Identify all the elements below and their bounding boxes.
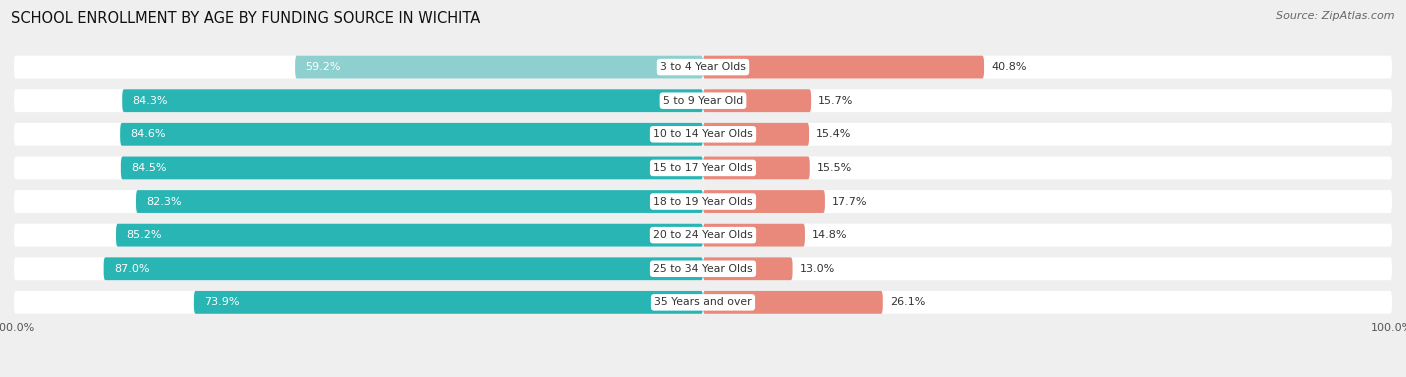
Text: 100.0%: 100.0% (1371, 323, 1406, 333)
Text: 59.2%: 59.2% (305, 62, 342, 72)
FancyBboxPatch shape (117, 224, 703, 247)
FancyBboxPatch shape (104, 257, 703, 280)
Legend: Public School, Private School: Public School, Private School (583, 373, 823, 377)
Text: 73.9%: 73.9% (204, 297, 239, 307)
FancyBboxPatch shape (122, 89, 703, 112)
Text: 85.2%: 85.2% (127, 230, 162, 240)
Text: 87.0%: 87.0% (114, 264, 149, 274)
Text: 35 Years and over: 35 Years and over (654, 297, 752, 307)
FancyBboxPatch shape (14, 89, 1392, 112)
FancyBboxPatch shape (703, 291, 883, 314)
Text: 15.5%: 15.5% (817, 163, 852, 173)
Text: 15.7%: 15.7% (818, 96, 853, 106)
Text: 84.3%: 84.3% (132, 96, 169, 106)
FancyBboxPatch shape (703, 190, 825, 213)
FancyBboxPatch shape (14, 56, 1392, 78)
FancyBboxPatch shape (120, 123, 703, 146)
Text: 10 to 14 Year Olds: 10 to 14 Year Olds (654, 129, 752, 139)
Text: 100.0%: 100.0% (0, 323, 35, 333)
Text: 82.3%: 82.3% (146, 196, 181, 207)
Text: 15.4%: 15.4% (815, 129, 852, 139)
FancyBboxPatch shape (121, 156, 703, 179)
FancyBboxPatch shape (14, 224, 1392, 247)
FancyBboxPatch shape (14, 257, 1392, 280)
FancyBboxPatch shape (703, 224, 806, 247)
Text: 84.5%: 84.5% (131, 163, 167, 173)
Text: SCHOOL ENROLLMENT BY AGE BY FUNDING SOURCE IN WICHITA: SCHOOL ENROLLMENT BY AGE BY FUNDING SOUR… (11, 11, 481, 26)
FancyBboxPatch shape (703, 257, 793, 280)
Text: 13.0%: 13.0% (800, 264, 835, 274)
Text: 5 to 9 Year Old: 5 to 9 Year Old (662, 96, 744, 106)
Text: 84.6%: 84.6% (131, 129, 166, 139)
Text: 25 to 34 Year Olds: 25 to 34 Year Olds (654, 264, 752, 274)
Text: 3 to 4 Year Olds: 3 to 4 Year Olds (659, 62, 747, 72)
FancyBboxPatch shape (703, 123, 808, 146)
Text: 14.8%: 14.8% (811, 230, 848, 240)
Text: 26.1%: 26.1% (890, 297, 925, 307)
Text: 17.7%: 17.7% (832, 196, 868, 207)
Text: 18 to 19 Year Olds: 18 to 19 Year Olds (654, 196, 752, 207)
FancyBboxPatch shape (14, 190, 1392, 213)
FancyBboxPatch shape (14, 291, 1392, 314)
FancyBboxPatch shape (295, 56, 703, 78)
FancyBboxPatch shape (194, 291, 703, 314)
Text: 15 to 17 Year Olds: 15 to 17 Year Olds (654, 163, 752, 173)
FancyBboxPatch shape (703, 89, 811, 112)
Text: 20 to 24 Year Olds: 20 to 24 Year Olds (654, 230, 752, 240)
FancyBboxPatch shape (703, 56, 984, 78)
FancyBboxPatch shape (14, 123, 1392, 146)
FancyBboxPatch shape (703, 156, 810, 179)
FancyBboxPatch shape (136, 190, 703, 213)
Text: Source: ZipAtlas.com: Source: ZipAtlas.com (1277, 11, 1395, 21)
Text: 40.8%: 40.8% (991, 62, 1026, 72)
FancyBboxPatch shape (14, 156, 1392, 179)
